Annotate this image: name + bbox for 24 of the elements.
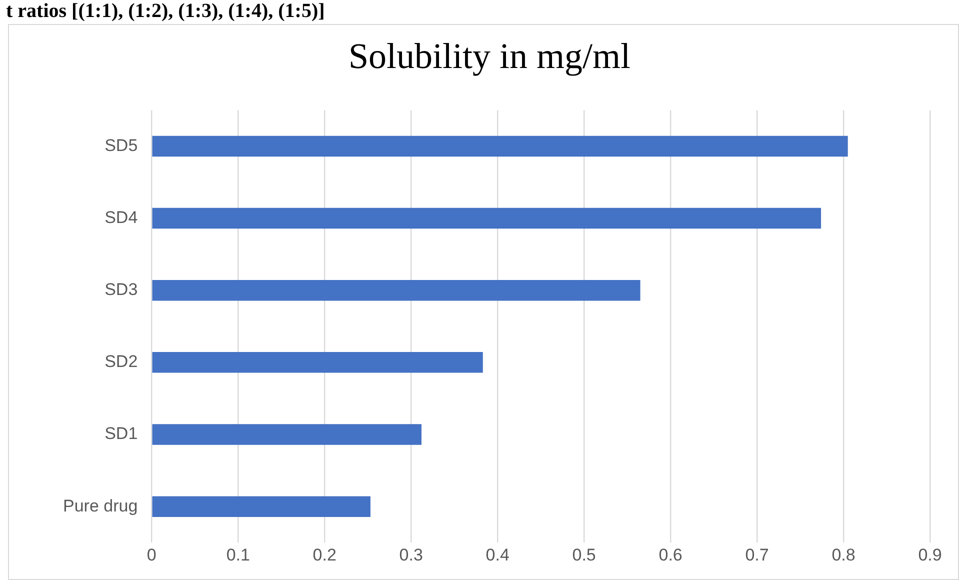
y-tick-label: Pure drug (62, 496, 138, 516)
x-tick-label: 0.4 (486, 545, 510, 564)
x-tick-label: 0.6 (658, 545, 682, 564)
x-tick-label: 0 (146, 545, 156, 564)
bar (152, 352, 483, 373)
x-tick-label: 0.7 (745, 545, 769, 564)
bar (152, 136, 848, 157)
bar (152, 280, 640, 301)
y-tick-label: SD3 (104, 280, 138, 300)
x-tick-label: 0.8 (832, 545, 856, 564)
y-tick-label: SD2 (104, 352, 138, 372)
y-tick-label: SD5 (104, 136, 138, 155)
x-tick-label: 0.9 (918, 545, 942, 564)
x-tick-label: 0.1 (226, 545, 250, 564)
x-tick-label: 0.3 (399, 545, 423, 564)
bar (152, 496, 370, 517)
x-tick-label: 0.5 (572, 545, 596, 564)
text: t ratios [(1:1), (1:2), (1:3), (1:4), (1:5)] (6, 0, 325, 22)
chart-title: Solubility in mg/ml (348, 36, 631, 76)
bar (152, 208, 822, 229)
y-tick-label: SD1 (104, 424, 138, 444)
bar (152, 424, 422, 445)
y-tick-label: SD4 (104, 208, 138, 227)
x-tick-label: 0.2 (312, 545, 336, 564)
